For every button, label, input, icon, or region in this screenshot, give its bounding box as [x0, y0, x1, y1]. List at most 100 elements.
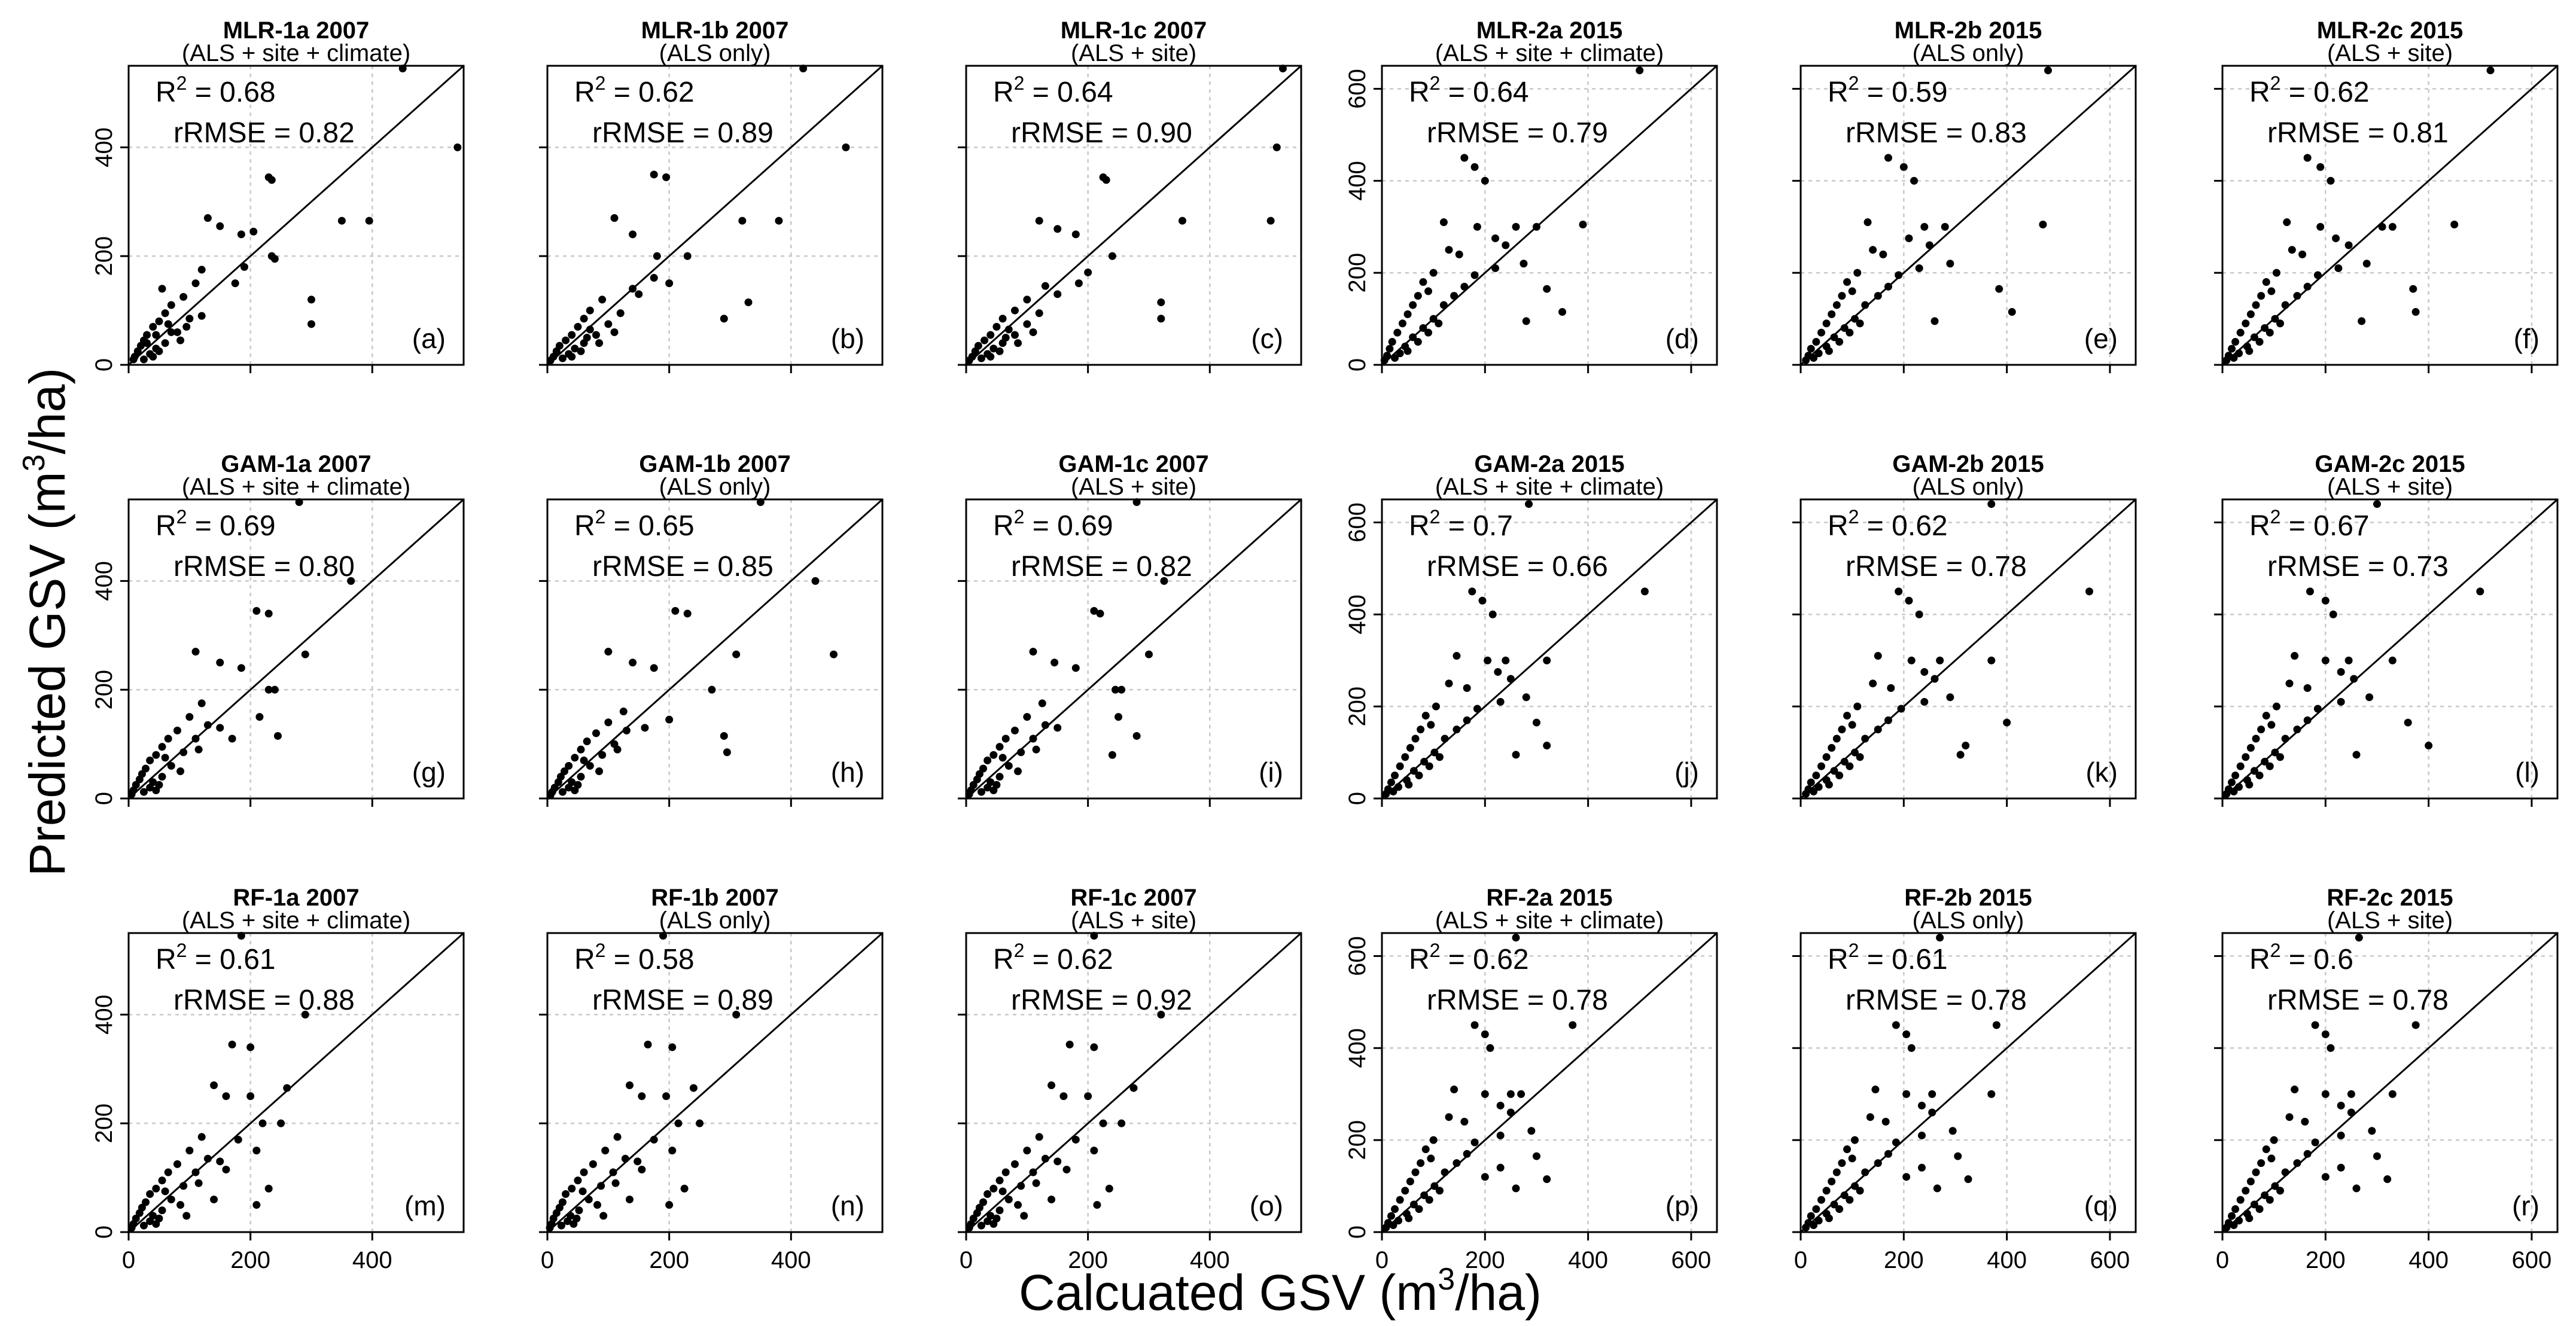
- x-tick-label: 600: [1671, 1247, 1712, 1273]
- rrmse-stat: rRMSE = 0.85: [592, 551, 774, 583]
- data-point: [2250, 333, 2258, 342]
- panel-label: (f): [2514, 323, 2540, 354]
- data-point: [1115, 713, 1123, 721]
- data-point: [2316, 163, 2325, 171]
- data-point: [650, 274, 658, 282]
- data-point: [989, 345, 998, 353]
- data-point: [998, 1187, 1007, 1196]
- data-point: [307, 295, 315, 304]
- data-point: [1470, 1021, 1479, 1029]
- data-point: [2246, 310, 2255, 318]
- data-point: [2267, 1154, 2276, 1163]
- panel-title: GAM-2c 2015: [2315, 451, 2465, 477]
- data-point: [167, 1195, 175, 1203]
- data-point: [1071, 230, 1080, 239]
- data-point: [2288, 246, 2296, 254]
- panel-subtitle: (ALS only): [1913, 474, 2024, 500]
- data-point: [775, 217, 783, 225]
- data-point: [1522, 693, 1530, 702]
- data-point: [1481, 176, 1489, 185]
- data-point: [1835, 1205, 1844, 1214]
- data-point: [1460, 154, 1469, 162]
- data-point: [973, 1209, 981, 1217]
- data-point: [1430, 1182, 1439, 1190]
- data-point: [1387, 1212, 1396, 1220]
- scatter-panel: MLR-1b 2007(ALS only) R2 = 0.62 rRMSE = 0.…: [539, 17, 884, 373]
- data-point: [1429, 315, 1438, 323]
- data-point: [1812, 1205, 1820, 1214]
- data-point: [1884, 1150, 1892, 1158]
- data-point: [1840, 757, 1849, 766]
- data-point: [1543, 285, 1551, 293]
- data-point: [1636, 66, 1644, 75]
- data-point: [1814, 1217, 1823, 1225]
- panel-title: GAM-1b 2007: [639, 451, 790, 477]
- scatter-panel: 0 200 400 600 RF-2c 2015(ALS + site) R2 = 0.6…: [2214, 885, 2559, 1273]
- data-point: [1848, 1154, 1856, 1163]
- data-point: [1892, 1021, 1900, 1029]
- data-point: [1910, 176, 1919, 185]
- data-point: [161, 339, 169, 347]
- x-tick-label: 0: [2216, 1247, 2229, 1273]
- data-point: [2347, 1108, 2355, 1117]
- data-point: [1962, 742, 1970, 750]
- scatter-panel: GAM-1c 2007(ALS + site) R2 = 0.69 rRMSE = …: [958, 451, 1302, 807]
- panel-label: (p): [1665, 1190, 1699, 1221]
- data-point: [1810, 353, 1818, 362]
- scatter-panel: GAM-2c 2015(ALS + site) R2 = 0.67 rRMSE = …: [2214, 451, 2559, 807]
- data-point: [1995, 285, 2003, 293]
- data-point: [1850, 315, 1859, 323]
- r2-stat: R2 = 0.68: [156, 72, 276, 108]
- data-point: [1874, 652, 1882, 660]
- data-point: [2291, 1086, 2299, 1094]
- panel-label: (d): [1665, 323, 1699, 354]
- data-point: [2303, 684, 2312, 692]
- data-point: [653, 252, 661, 260]
- data-point: [1936, 656, 1944, 664]
- panel-label: (e): [2084, 323, 2118, 354]
- data-point: [2486, 66, 2495, 75]
- data-point: [164, 1168, 172, 1176]
- panel-subtitle: (ALS only): [659, 907, 771, 934]
- x-tick-label: 600: [2512, 1247, 2552, 1273]
- panel-subtitle: (ALS only): [659, 474, 771, 500]
- data-point: [2373, 500, 2381, 508]
- data-point: [164, 320, 172, 328]
- data-point: [1118, 685, 1126, 694]
- data-point: [1481, 1090, 1489, 1098]
- data-point: [2262, 278, 2270, 286]
- rrmse-stat: rRMSE = 0.80: [173, 551, 355, 583]
- data-point: [965, 790, 973, 798]
- data-point: [1380, 356, 1389, 364]
- data-point: [1861, 1168, 1869, 1176]
- data-point: [1874, 726, 1882, 734]
- data-point: [2283, 218, 2291, 227]
- data-point: [2245, 347, 2254, 355]
- data-point: [1160, 577, 1168, 585]
- y-tick-label: 0: [91, 1226, 117, 1239]
- panel-title: RF-1c 2007: [1070, 885, 1196, 911]
- scatter-panel: GAM-2b 2015(ALS only) R2 = 0.62 rRMSE = 0.…: [1792, 451, 2137, 807]
- data-point: [2262, 1145, 2270, 1154]
- data-point: [799, 65, 808, 73]
- panel-subtitle: (ALS + site + climate): [1435, 40, 1664, 66]
- data-point: [662, 173, 671, 181]
- data-point: [1506, 1108, 1515, 1117]
- data-point: [1473, 705, 1481, 713]
- data-point: [1846, 762, 1854, 770]
- plot-frame: [2221, 65, 2559, 366]
- data-point: [1460, 282, 1469, 291]
- data-point: [2313, 705, 2322, 713]
- x-tick-label: 200: [230, 1247, 270, 1273]
- plot-frame: [127, 932, 465, 1233]
- data-point: [1810, 787, 1818, 795]
- data-point: [811, 577, 820, 585]
- data-point: [1453, 726, 1461, 734]
- data-point: [1814, 349, 1823, 358]
- data-point: [625, 1195, 634, 1203]
- data-point: [1111, 685, 1119, 694]
- one-to-one-line: [547, 65, 883, 366]
- data-point: [1157, 298, 1165, 306]
- data-point: [1427, 1154, 1435, 1163]
